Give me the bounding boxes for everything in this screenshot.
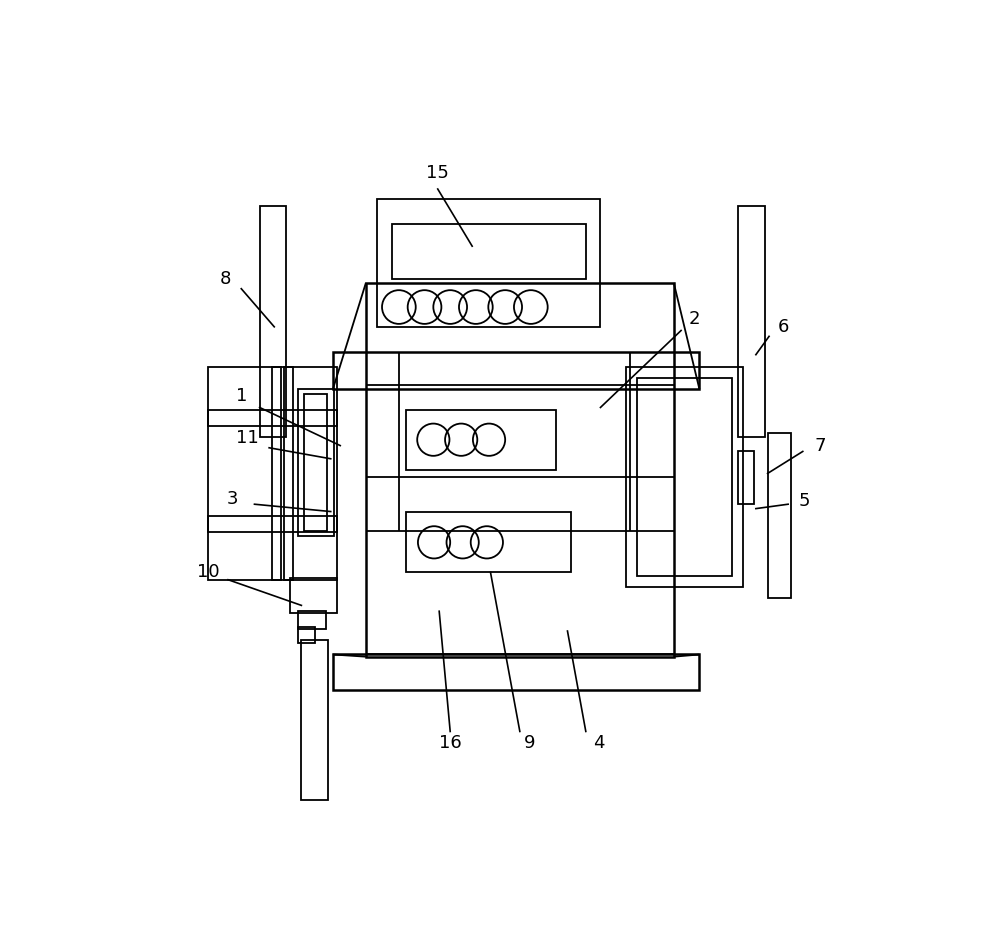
Text: 11: 11 xyxy=(236,429,259,447)
Bar xyxy=(298,610,326,629)
Bar xyxy=(284,367,293,580)
Bar xyxy=(333,352,699,389)
Bar xyxy=(738,451,754,505)
Text: 9: 9 xyxy=(524,734,535,752)
Text: 7: 7 xyxy=(815,437,826,454)
Text: 1: 1 xyxy=(236,387,247,406)
Bar xyxy=(272,367,281,580)
Bar xyxy=(304,394,327,530)
Bar xyxy=(298,627,315,644)
Bar xyxy=(637,378,732,576)
Bar xyxy=(392,225,586,279)
Bar xyxy=(208,409,337,426)
Bar xyxy=(768,433,791,598)
Text: 4: 4 xyxy=(593,734,605,752)
Text: 5: 5 xyxy=(798,492,810,510)
Bar xyxy=(626,367,743,587)
Bar xyxy=(406,409,556,469)
Text: 2: 2 xyxy=(689,310,700,328)
Text: 6: 6 xyxy=(778,318,789,336)
Text: 10: 10 xyxy=(197,564,220,582)
Text: 8: 8 xyxy=(219,270,231,288)
Bar xyxy=(298,389,334,536)
Text: 16: 16 xyxy=(439,734,462,752)
Bar xyxy=(301,640,328,800)
Bar xyxy=(377,199,600,327)
Text: 15: 15 xyxy=(426,164,449,182)
Text: 3: 3 xyxy=(227,490,238,508)
Bar xyxy=(738,206,765,437)
Bar xyxy=(260,206,286,437)
Bar xyxy=(208,367,337,580)
Bar xyxy=(366,283,674,657)
Bar xyxy=(406,512,571,572)
Bar xyxy=(290,578,337,613)
Bar xyxy=(208,516,337,532)
Bar xyxy=(333,654,699,689)
